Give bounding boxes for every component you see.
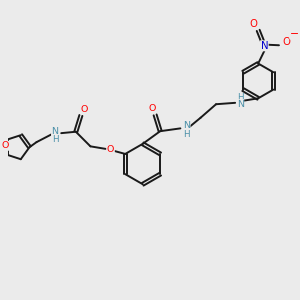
Text: O: O (249, 19, 257, 28)
Text: O: O (283, 37, 291, 47)
Text: −: − (290, 29, 299, 39)
Text: N: N (183, 121, 190, 130)
Text: O: O (81, 105, 88, 114)
Text: H: H (52, 135, 58, 144)
Text: N: N (237, 100, 244, 109)
Text: O: O (148, 104, 155, 113)
Text: N: N (52, 127, 58, 136)
Text: N: N (260, 41, 268, 51)
Text: O: O (2, 141, 9, 150)
Text: O: O (107, 145, 114, 154)
Text: H: H (183, 130, 190, 139)
Text: H: H (237, 93, 244, 102)
